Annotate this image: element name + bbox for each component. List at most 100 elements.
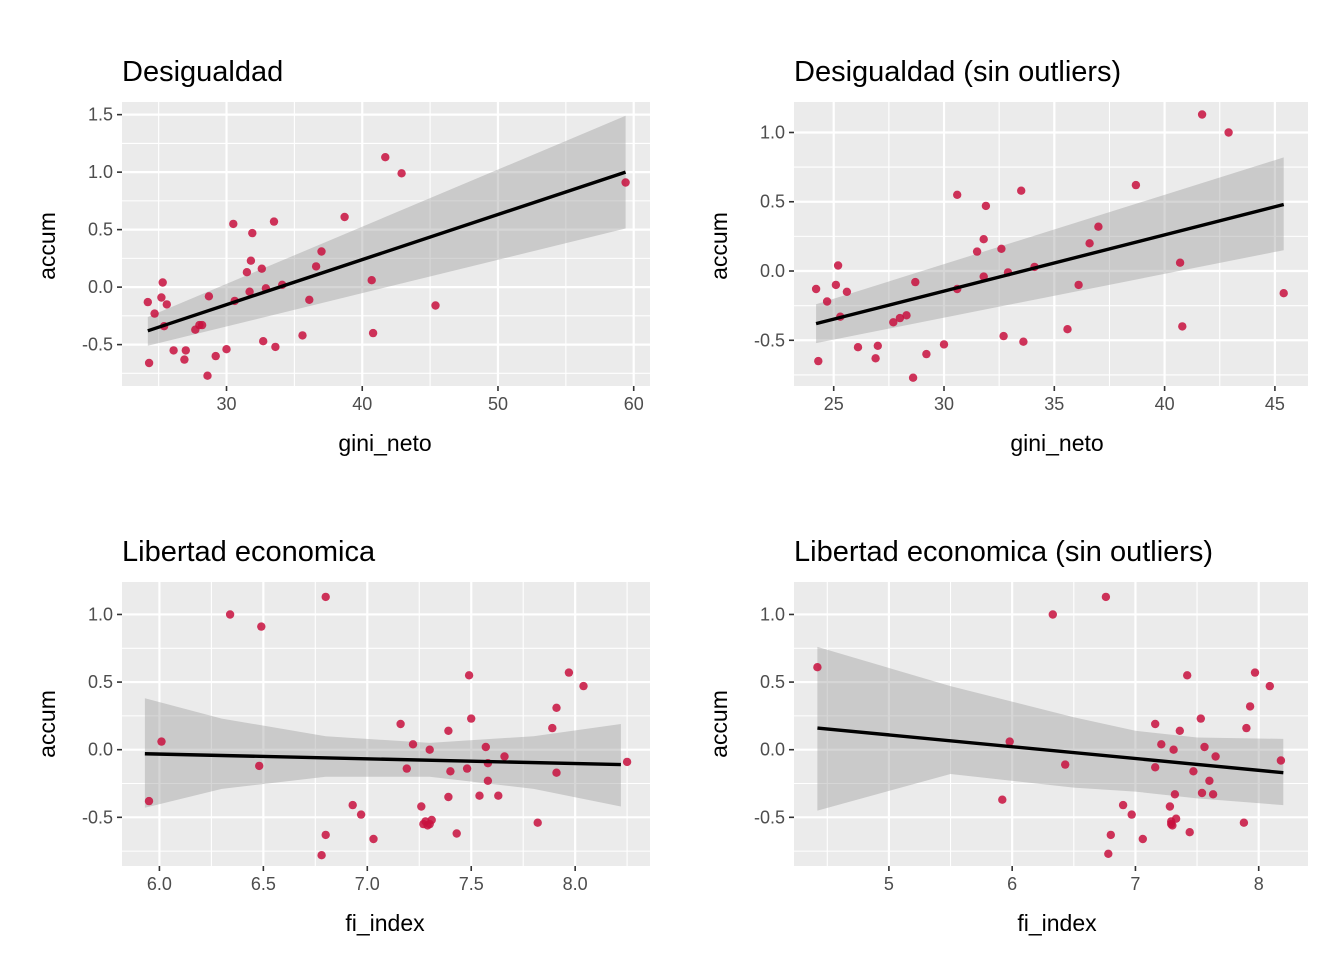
data-point	[494, 791, 503, 800]
data-point	[552, 703, 561, 712]
data-point	[257, 264, 266, 273]
data-point	[902, 311, 911, 320]
y-tick-label: 0.0	[88, 740, 113, 760]
data-point	[1197, 788, 1207, 798]
data-point	[397, 169, 406, 178]
x-tick-label: 6.5	[251, 874, 276, 894]
data-point	[180, 355, 189, 364]
data-point	[1196, 714, 1206, 723]
data-point	[427, 815, 436, 825]
data-point	[246, 256, 256, 265]
x-tick-label: 60	[624, 394, 644, 414]
data-point	[981, 201, 991, 211]
x-axis-label: gini_neto	[1010, 430, 1103, 456]
plot-background	[122, 102, 650, 386]
x-tick-label: 8	[1254, 874, 1264, 894]
y-tick-label: 0.0	[88, 277, 113, 297]
panel-libertad-economica-sin-outliers: Libertad economica (sin outliers) fi_ind…	[706, 536, 1308, 936]
y-tick-label: 1.0	[88, 604, 113, 624]
data-point	[157, 737, 166, 746]
data-point	[622, 757, 632, 767]
data-point	[259, 337, 268, 346]
data-point	[1171, 814, 1181, 823]
data-point	[271, 342, 280, 352]
data-point	[1094, 222, 1103, 231]
data-point	[348, 800, 357, 810]
data-point	[1250, 668, 1260, 677]
data-point	[1165, 802, 1175, 811]
y-tick-label: -0.5	[82, 807, 113, 827]
data-point	[229, 219, 238, 229]
data-point	[1005, 737, 1014, 746]
data-point	[953, 190, 962, 199]
data-point	[211, 351, 220, 361]
data-point	[1175, 726, 1185, 735]
data-point	[1183, 671, 1192, 680]
data-point	[1104, 849, 1113, 858]
data-point	[402, 764, 411, 773]
data-point	[317, 851, 326, 860]
data-point	[922, 349, 931, 359]
data-point	[143, 297, 152, 307]
y-tick-label: -0.5	[754, 330, 785, 350]
data-point	[444, 792, 453, 802]
y-tick-label: 0.5	[760, 192, 785, 212]
y-axis-label: accum	[706, 690, 732, 758]
panel-title: Desigualdad	[122, 56, 283, 88]
data-point	[1151, 719, 1160, 729]
data-point	[889, 318, 898, 327]
data-point	[464, 671, 474, 680]
data-point	[1178, 322, 1187, 331]
data-point	[1127, 810, 1136, 819]
data-point	[873, 341, 882, 350]
data-point	[356, 810, 366, 819]
data-point	[842, 287, 852, 296]
data-point	[369, 834, 378, 844]
data-point	[1175, 258, 1185, 267]
data-point	[533, 818, 542, 827]
data-point	[311, 262, 321, 271]
data-point	[269, 217, 279, 226]
data-point	[911, 277, 920, 287]
y-tick-label: 0.0	[760, 261, 785, 281]
x-tick-label: 25	[824, 394, 844, 414]
data-point	[822, 297, 832, 306]
data-point	[150, 309, 159, 318]
data-point	[853, 343, 863, 352]
x-axis-label: fi_index	[1017, 910, 1097, 936]
x-tick-label: 30	[934, 394, 954, 414]
data-point	[814, 356, 823, 366]
data-point	[368, 328, 378, 338]
data-point	[1063, 325, 1072, 334]
regression-line	[817, 726, 1284, 775]
data-point	[552, 768, 561, 777]
data-point	[871, 354, 880, 363]
data-point	[481, 742, 490, 752]
x-tick-label: 8.0	[563, 874, 588, 894]
data-point	[999, 331, 1008, 341]
data-point	[204, 292, 214, 301]
data-point	[579, 681, 588, 691]
data-point	[1169, 745, 1178, 754]
data-point	[1131, 180, 1141, 190]
data-point	[1211, 752, 1220, 761]
data-point	[1279, 289, 1288, 298]
data-point	[895, 313, 905, 323]
data-point	[1208, 790, 1218, 799]
y-axis-label: accum	[706, 212, 732, 280]
data-point	[367, 276, 376, 285]
panel-desigualdad-sin-outliers: Desigualdad (sin outliers) gini_neto acc…	[706, 56, 1308, 456]
data-point	[1197, 110, 1207, 119]
data-point	[1151, 763, 1160, 772]
data-point	[979, 235, 988, 244]
data-point	[1189, 767, 1198, 776]
data-point	[564, 668, 574, 677]
data-point	[1239, 818, 1249, 827]
data-point	[1101, 592, 1111, 602]
data-point	[997, 244, 1006, 253]
panel-libertad-economica: Libertad economica fi_index accum 6.0 6.5…	[34, 536, 650, 936]
data-point	[467, 714, 476, 723]
data-point	[1185, 828, 1194, 837]
data-point	[248, 228, 257, 238]
data-point	[408, 740, 418, 749]
